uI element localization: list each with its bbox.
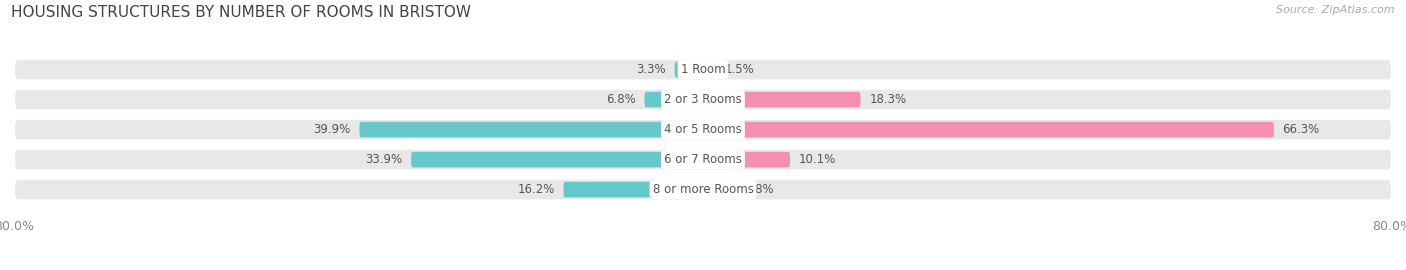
FancyBboxPatch shape [675, 62, 703, 77]
FancyBboxPatch shape [411, 152, 703, 167]
FancyBboxPatch shape [14, 179, 1392, 200]
Text: 18.3%: 18.3% [869, 93, 907, 106]
Text: HOUSING STRUCTURES BY NUMBER OF ROOMS IN BRISTOW: HOUSING STRUCTURES BY NUMBER OF ROOMS IN… [11, 5, 471, 21]
FancyBboxPatch shape [14, 149, 1392, 170]
FancyBboxPatch shape [703, 182, 735, 197]
FancyBboxPatch shape [703, 122, 1274, 137]
Text: 3.3%: 3.3% [637, 63, 666, 76]
Text: 66.3%: 66.3% [1282, 123, 1320, 136]
FancyBboxPatch shape [360, 122, 703, 137]
Text: Source: ZipAtlas.com: Source: ZipAtlas.com [1277, 5, 1395, 15]
FancyBboxPatch shape [564, 182, 703, 197]
FancyBboxPatch shape [14, 89, 1392, 110]
Text: 1 Room: 1 Room [681, 63, 725, 76]
FancyBboxPatch shape [14, 59, 1392, 80]
FancyBboxPatch shape [644, 92, 703, 107]
FancyBboxPatch shape [14, 119, 1392, 140]
Text: 1.5%: 1.5% [724, 63, 754, 76]
FancyBboxPatch shape [703, 152, 790, 167]
Text: 10.1%: 10.1% [799, 153, 835, 166]
Text: 6.8%: 6.8% [606, 93, 636, 106]
Text: 33.9%: 33.9% [366, 153, 402, 166]
Text: 3.8%: 3.8% [744, 183, 773, 196]
FancyBboxPatch shape [703, 92, 860, 107]
Text: 2 or 3 Rooms: 2 or 3 Rooms [664, 93, 742, 106]
FancyBboxPatch shape [703, 62, 716, 77]
Text: 4 or 5 Rooms: 4 or 5 Rooms [664, 123, 742, 136]
Text: 16.2%: 16.2% [517, 183, 555, 196]
Text: 6 or 7 Rooms: 6 or 7 Rooms [664, 153, 742, 166]
Text: 8 or more Rooms: 8 or more Rooms [652, 183, 754, 196]
Text: 39.9%: 39.9% [314, 123, 350, 136]
